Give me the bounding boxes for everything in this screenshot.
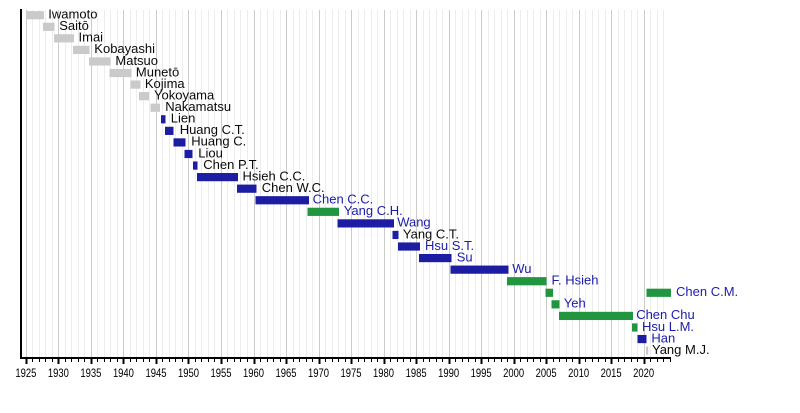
svg-text:1925: 1925: [15, 366, 36, 380]
svg-text:Saitō: Saitō: [59, 18, 89, 33]
svg-text:Kojima: Kojima: [145, 76, 186, 91]
svg-text:Han: Han: [651, 330, 675, 345]
svg-text:Iwamoto: Iwamoto: [48, 7, 97, 22]
svg-text:1955: 1955: [210, 366, 231, 380]
svg-text:Hsu L.M.: Hsu L.M.: [642, 319, 694, 334]
svg-text:2005: 2005: [536, 366, 557, 380]
svg-text:1970: 1970: [308, 366, 329, 380]
svg-text:Lien: Lien: [171, 111, 196, 126]
svg-text:2000: 2000: [503, 366, 524, 380]
svg-text:1980: 1980: [373, 366, 394, 380]
svg-text:2015: 2015: [601, 366, 622, 380]
svg-text:1960: 1960: [243, 366, 264, 380]
svg-text:1985: 1985: [406, 366, 427, 380]
svg-text:Chen W.C.: Chen W.C.: [262, 180, 325, 195]
svg-text:Yang C.H.: Yang C.H.: [344, 203, 403, 218]
svg-text:1975: 1975: [341, 366, 362, 380]
svg-text:1930: 1930: [48, 366, 69, 380]
svg-text:Su: Su: [457, 249, 473, 264]
svg-text:2010: 2010: [568, 366, 589, 380]
svg-text:Imai: Imai: [79, 30, 104, 45]
svg-text:Chen P.T.: Chen P.T.: [203, 157, 258, 172]
svg-text:Wang: Wang: [397, 215, 430, 230]
svg-text:Matsuo: Matsuo: [115, 53, 158, 68]
svg-text:1965: 1965: [276, 366, 297, 380]
svg-text:Huang C.: Huang C.: [191, 134, 246, 149]
svg-text:Yang C.T.: Yang C.T.: [403, 226, 459, 241]
svg-text:Hsieh C.C.: Hsieh C.C.: [243, 168, 306, 183]
svg-text:Huang C.T.: Huang C.T.: [180, 122, 245, 137]
svg-text:Yeh: Yeh: [564, 296, 586, 311]
svg-text:Kobayashi: Kobayashi: [94, 41, 155, 56]
svg-text:Yang M.J.: Yang M.J.: [652, 342, 710, 357]
svg-text:1935: 1935: [80, 366, 101, 380]
svg-text:Chen Chu: Chen Chu: [636, 307, 695, 322]
svg-text:1950: 1950: [178, 366, 199, 380]
svg-text:Munetō: Munetō: [136, 64, 179, 79]
svg-text:Liou: Liou: [198, 145, 223, 160]
svg-text:2020: 2020: [633, 366, 654, 380]
svg-text:Wu: Wu: [512, 261, 531, 276]
svg-text:F. Hsieh: F. Hsieh: [552, 273, 599, 288]
svg-text:Chen C.M.: Chen C.M.: [676, 284, 738, 299]
svg-text:Chen C.C.: Chen C.C.: [313, 192, 374, 207]
svg-text:Hsu S.T.: Hsu S.T.: [425, 238, 474, 253]
svg-text:1940: 1940: [113, 366, 134, 380]
svg-text:1995: 1995: [471, 366, 492, 380]
svg-text:1990: 1990: [438, 366, 459, 380]
svg-text:Yokoyama: Yokoyama: [154, 87, 215, 102]
svg-text:1945: 1945: [145, 366, 166, 380]
svg-text:Nakamatsu: Nakamatsu: [165, 99, 231, 114]
